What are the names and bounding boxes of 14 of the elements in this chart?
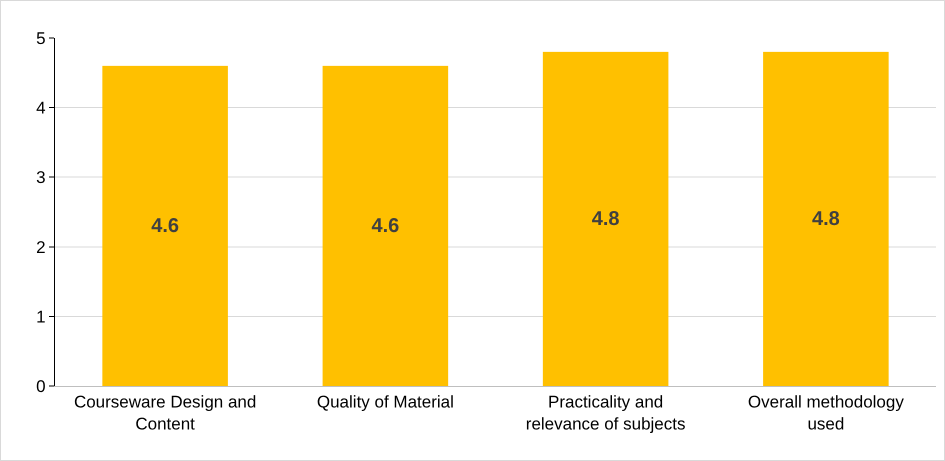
x-tick-label: Overall methodology used bbox=[748, 392, 904, 434]
y-tick-label: 2 bbox=[36, 238, 46, 257]
data-label: 4.6 bbox=[371, 214, 400, 237]
data-label: 4.8 bbox=[592, 208, 620, 230]
y-tick-label: 3 bbox=[36, 168, 46, 188]
y-tick-label: 5 bbox=[36, 28, 46, 48]
x-tick-label: Courseware Design and Content bbox=[74, 392, 256, 434]
y-tick-label: 1 bbox=[36, 307, 46, 326]
y-tick-label: 4 bbox=[36, 98, 46, 118]
data-label: 4.8 bbox=[812, 208, 840, 230]
y-tick-label: 0 bbox=[36, 376, 46, 396]
x-tick-label: Quality of Material bbox=[316, 392, 454, 412]
x-tick-label: Practicality and relevance of subjects bbox=[526, 392, 686, 434]
data-label: 4.6 bbox=[151, 214, 180, 237]
